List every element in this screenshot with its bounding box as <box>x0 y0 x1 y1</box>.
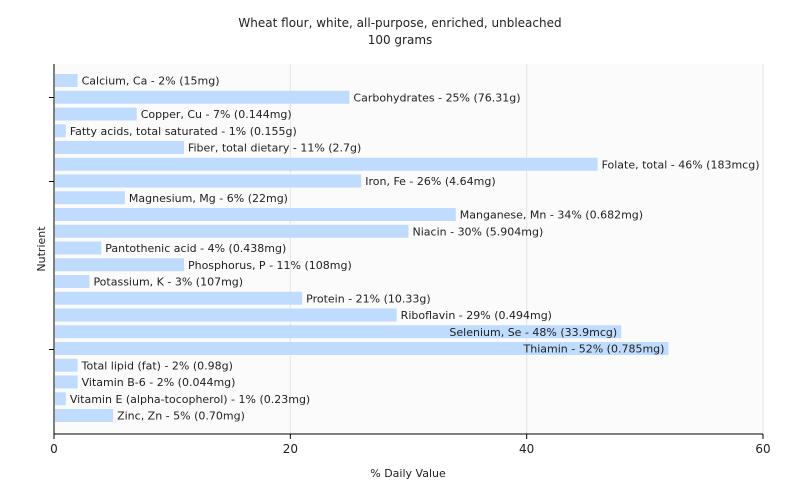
bar-label: Niacin - 30% (5.904mg) <box>413 225 544 238</box>
bar-label: Riboflavin - 29% (0.494mg) <box>401 309 552 322</box>
bar <box>55 392 66 406</box>
bar <box>55 174 362 188</box>
y-axis-ticks <box>49 97 54 350</box>
bar <box>55 191 125 205</box>
bar-label: Manganese, Mn - 34% (0.682mg) <box>460 209 643 222</box>
plot-background <box>54 64 763 434</box>
x-axis-title: % Daily Value <box>370 467 446 480</box>
bar-label: Selenium, Se - 48% (33.9mcg) <box>449 326 617 339</box>
bar <box>55 258 184 272</box>
bars <box>55 74 669 422</box>
bar <box>55 124 66 138</box>
bar <box>55 107 137 121</box>
bar-label: Vitamin E (alpha-tocopherol) - 1% (0.23m… <box>70 393 310 406</box>
x-tick-label: 20 <box>283 442 298 456</box>
x-tick-label: 60 <box>755 442 770 456</box>
bar <box>55 74 78 87</box>
bar-label: Copper, Cu - 7% (0.144mg) <box>141 108 292 121</box>
bar <box>55 275 90 288</box>
bar-label: Fiber, total dietary - 11% (2.7g) <box>188 142 361 155</box>
bar-labels: Calcium, Ca - 2% (15mg) Carbohydrates - 2… <box>70 75 760 423</box>
x-tick-label: 40 <box>519 442 534 456</box>
bar <box>55 358 78 372</box>
bar-label: Magnesium, Mg - 6% (22mg) <box>129 192 288 205</box>
bar <box>55 375 78 389</box>
bar-label: Vitamin B-6 - 2% (0.044mg) <box>82 376 236 389</box>
bar-label: Protein - 21% (10.33g) <box>306 292 431 305</box>
bar <box>55 342 669 355</box>
bar-label: Calcium, Ca - 2% (15mg) <box>82 75 220 88</box>
bar <box>55 208 456 221</box>
x-tick-label: 0 <box>50 442 58 456</box>
bar <box>55 409 114 422</box>
bar-label: Carbohydrates - 25% (76.31g) <box>353 91 520 104</box>
bar-label: Zinc, Zn - 5% (0.70mg) <box>117 410 245 423</box>
bar-label: Potassium, K - 3% (107mg) <box>93 276 243 289</box>
bar-label: Pantothenic acid - 4% (0.438mg) <box>105 242 286 255</box>
bar <box>55 141 184 154</box>
chart-subtitle: 100 grams <box>367 33 433 47</box>
bar <box>55 224 409 238</box>
bar-label: Iron, Fe - 26% (4.64mg) <box>365 175 495 188</box>
gridlines <box>289 64 764 434</box>
chart-title: Wheat flour, white, all-purpose, enriche… <box>238 16 562 30</box>
bar <box>55 157 598 171</box>
bar-label: Fatty acids, total saturated - 1% (0.155… <box>70 125 297 138</box>
bar-label: Thiamin - 52% (0.785mg) <box>523 343 665 356</box>
bar <box>55 291 303 305</box>
bar-label: Folate, total - 46% (183mcg) <box>602 158 760 171</box>
bar-label: Phosphorus, P - 11% (108mg) <box>188 259 352 272</box>
y-axis-title: Nutrient <box>35 226 48 272</box>
bar-label: Total lipid (fat) - 2% (0.98g) <box>81 359 233 372</box>
bar <box>55 325 622 339</box>
bar <box>55 308 397 322</box>
bar <box>55 241 102 255</box>
x-axis-ticks: 0 20 40 60 <box>50 434 771 456</box>
bar <box>55 90 350 104</box>
